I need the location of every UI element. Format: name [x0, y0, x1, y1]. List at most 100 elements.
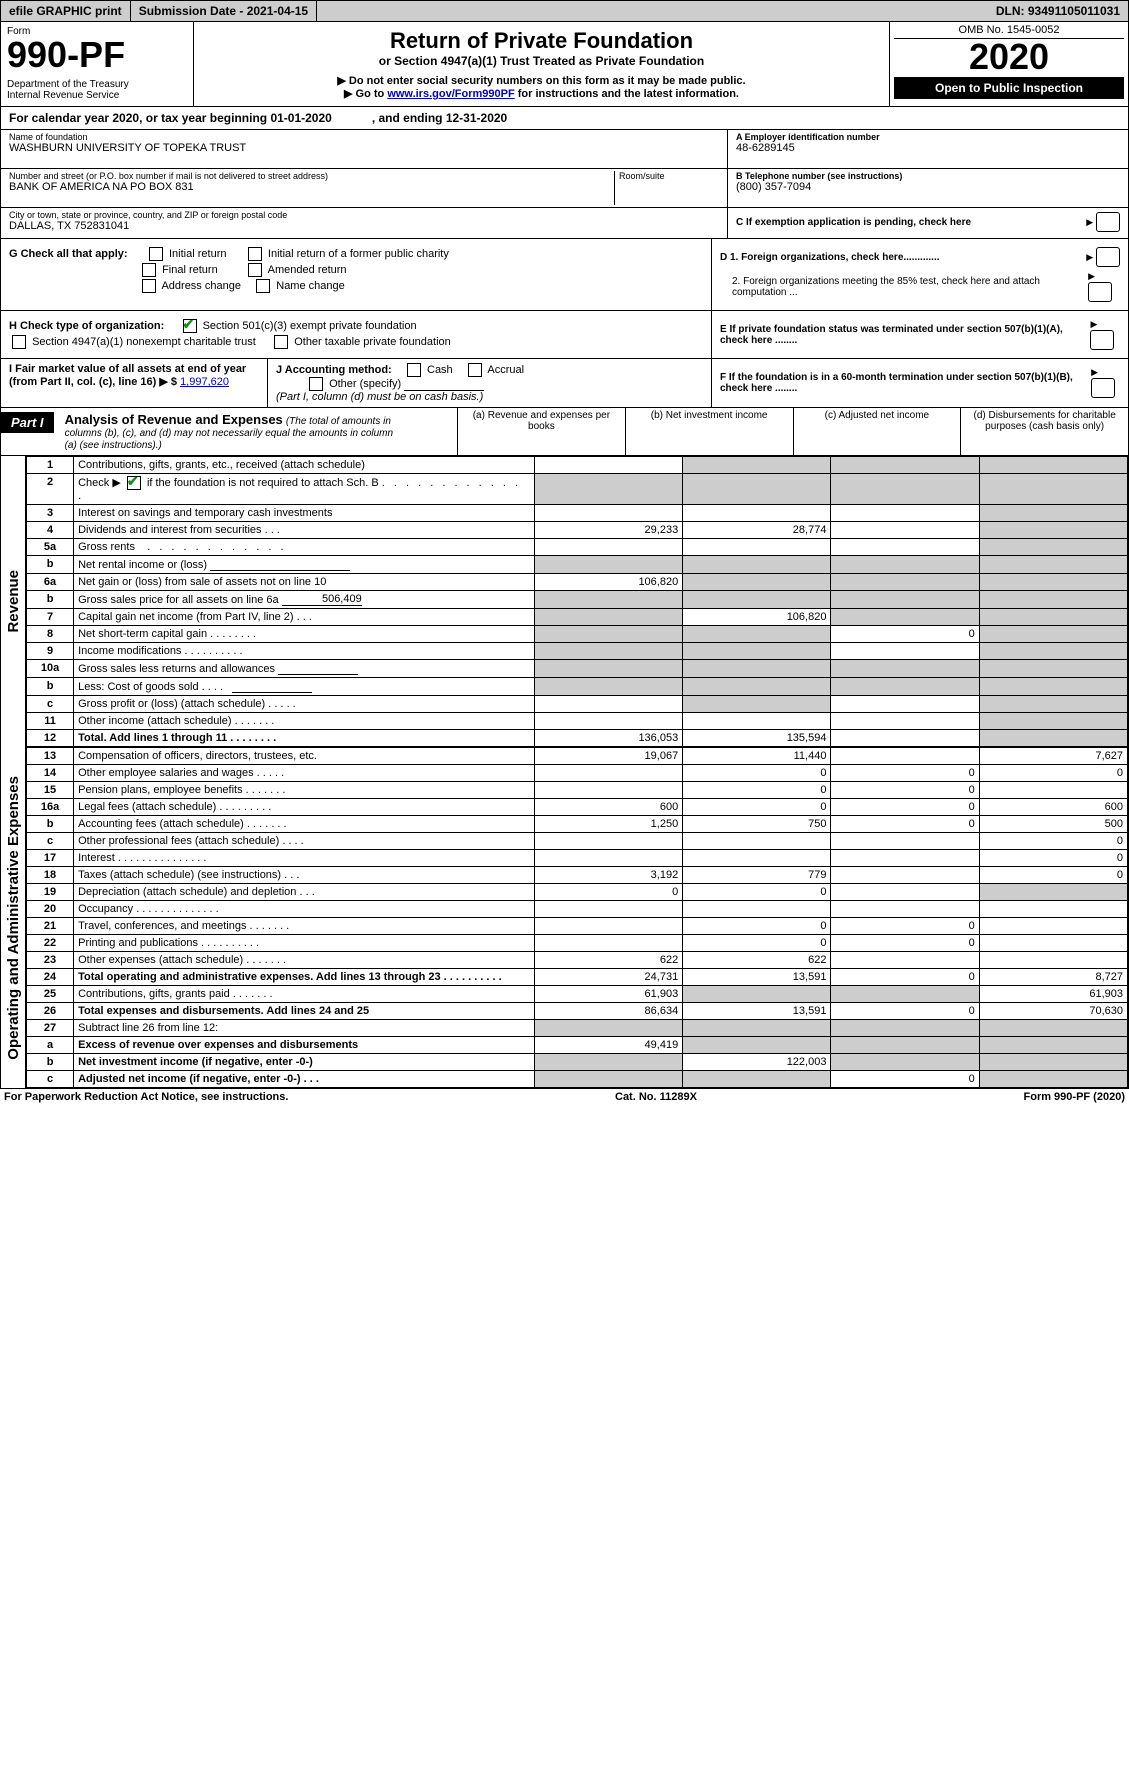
table-row: 2Check ▶ if the foundation is not requir… [27, 474, 1128, 505]
j-block: J Accounting method: Cash Accrual Other … [268, 359, 711, 407]
r10b-text: Less: Cost of goods sold . . . . [78, 681, 223, 693]
part1-label: Part I [1, 412, 54, 433]
table-row: 16aLegal fees (attach schedule) . . . . … [27, 799, 1128, 816]
g-label: G Check all that apply: [9, 248, 128, 260]
street-address: BANK OF AMERICA NA PO BOX 831 [9, 181, 614, 193]
j-label: J Accounting method: [276, 364, 392, 376]
form-header: Form 990-PF Department of the Treasury I… [0, 22, 1129, 107]
arrow-icon [1091, 367, 1098, 378]
f-checkbox[interactable] [1091, 378, 1115, 398]
table-row: 20Occupancy . . . . . . . . . . . . . . [27, 901, 1128, 918]
table-row: 6aNet gain or (loss) from sale of assets… [27, 574, 1128, 591]
dln: DLN: 93491105011031 [988, 1, 1128, 21]
table-row: 10aGross sales less returns and allowanc… [27, 660, 1128, 678]
e-checkbox[interactable] [1090, 330, 1114, 350]
r10b-field[interactable] [232, 680, 312, 693]
ein-label: A Employer identification number [736, 132, 1120, 142]
city-row: City or town, state or province, country… [1, 208, 727, 239]
col-b-header: (b) Net investment income [625, 408, 793, 455]
accrual-checkbox[interactable] [468, 363, 482, 377]
phone-row: B Telephone number (see instructions) (8… [728, 169, 1128, 208]
table-row: 17Interest . . . . . . . . . . . . . . .… [27, 850, 1128, 867]
table-row: bNet rental income or (loss) [27, 556, 1128, 574]
arrow-icon [1090, 319, 1097, 330]
amended-return-label: Amended return [268, 264, 347, 276]
table-row: 9Income modifications . . . . . . . . . … [27, 643, 1128, 660]
sch-b-checkbox[interactable] [127, 476, 141, 490]
r5b-field[interactable] [210, 558, 350, 571]
form-title-block: Return of Private Foundation or Section … [194, 22, 890, 106]
open-to-public: Open to Public Inspection [894, 77, 1124, 99]
address-change-checkbox[interactable] [142, 279, 156, 293]
calendar-year-line: For calendar year 2020, or tax year begi… [0, 107, 1129, 130]
r12-text: Total. Add lines 1 through 11 . . . . . … [78, 732, 276, 744]
table-row: 14Other employee salaries and wages . . … [27, 765, 1128, 782]
other-taxable-checkbox[interactable] [274, 335, 288, 349]
final-return-checkbox[interactable] [142, 263, 156, 277]
name-change-label: Name change [276, 280, 345, 292]
other-method-checkbox[interactable] [309, 377, 323, 391]
f-check: F If the foundation is in a 60-month ter… [711, 359, 1128, 407]
spacer [317, 1, 988, 21]
tax-year: 2020 [894, 39, 1124, 75]
r2-pre: Check ▶ [78, 477, 121, 489]
initial-former-checkbox[interactable] [248, 247, 262, 261]
table-row: 3Interest on savings and temporary cash … [27, 505, 1128, 522]
table-row: 11Other income (attach schedule) . . . .… [27, 713, 1128, 730]
address-left: Name of foundation WASHBURN UNIVERSITY O… [1, 130, 727, 239]
revenue-table: 1Contributions, gifts, grants, etc., rec… [26, 456, 1128, 747]
street-label: Number and street (or P.O. box number if… [9, 171, 614, 181]
col-d-header: (d) Disbursements for charitable purpose… [960, 408, 1128, 455]
table-row: 8Net short-term capital gain . . . . . .… [27, 626, 1128, 643]
submission-date: Submission Date - 2021-04-15 [131, 1, 317, 21]
accrual-label: Accrual [487, 364, 524, 376]
fair-market-value-link[interactable]: 1,997,620 [180, 376, 229, 388]
table-row: cGross profit or (loss) (attach schedule… [27, 696, 1128, 713]
phone: (800) 357-7094 [736, 181, 1120, 193]
table-row: cAdjusted net income (if negative, enter… [27, 1071, 1128, 1088]
e-label: E If private foundation status was termi… [720, 324, 1090, 346]
table-row: 21Travel, conferences, and meetings . . … [27, 918, 1128, 935]
col-a-header: (a) Revenue and expenses per books [457, 408, 625, 455]
arrow-icon [1086, 252, 1093, 263]
d-checks: D 1. Foreign organizations, check here..… [711, 239, 1128, 310]
expenses-section: Operating and Administrative Expenses 13… [0, 747, 1129, 1089]
r27a-text: Excess of revenue over expenses and disb… [78, 1039, 358, 1051]
name-change-checkbox[interactable] [256, 279, 270, 293]
amended-return-checkbox[interactable] [248, 263, 262, 277]
form-number: 990-PF [7, 37, 187, 73]
initial-return-checkbox[interactable] [149, 247, 163, 261]
efile-print-button[interactable]: efile GRAPHIC print [1, 1, 131, 21]
r5b-text: Net rental income or (loss) [78, 559, 207, 571]
table-row: 27Subtract line 26 from line 12: [27, 1020, 1128, 1037]
d1-label: D 1. Foreign organizations, check here..… [720, 252, 940, 263]
table-row: 26Total expenses and disbursements. Add … [27, 1003, 1128, 1020]
other-specify-field[interactable] [404, 378, 484, 391]
4947-checkbox[interactable] [12, 335, 26, 349]
table-row: 13Compensation of officers, directors, t… [27, 748, 1128, 765]
table-row: bNet investment income (if negative, ent… [27, 1054, 1128, 1071]
d1-checkbox[interactable] [1096, 247, 1120, 267]
city-label: City or town, state or province, country… [9, 210, 719, 220]
street-row: Number and street (or P.O. box number if… [1, 169, 727, 208]
initial-return-label: Initial return [169, 248, 226, 260]
table-row: 23Other expenses (attach schedule) . . .… [27, 952, 1128, 969]
r10a-field[interactable] [278, 662, 358, 675]
form-note-2: ▶ Go to www.irs.gov/Form990PF for instru… [200, 87, 883, 100]
arrow-icon [1086, 217, 1093, 228]
d2-checkbox[interactable] [1088, 282, 1112, 302]
i-block: I Fair market value of all assets at end… [1, 359, 268, 407]
form-note-1: ▶ Do not enter social security numbers o… [200, 74, 883, 87]
h-checks: H Check type of organization: Section 50… [1, 311, 711, 358]
cash-checkbox[interactable] [407, 363, 421, 377]
form990pf-link[interactable]: www.irs.gov/Form990PF [387, 88, 514, 100]
note2-post: for instructions and the latest informat… [515, 88, 739, 100]
table-row: 24Total operating and administrative exp… [27, 969, 1128, 986]
501c3-checkbox[interactable] [183, 319, 197, 333]
part1-title-cell: Part I Analysis of Revenue and Expenses … [1, 408, 457, 455]
other-taxable-label: Other taxable private foundation [294, 336, 451, 348]
c-checkbox[interactable] [1096, 212, 1120, 232]
table-row: 19Depreciation (attach schedule) and dep… [27, 884, 1128, 901]
table-row: 5aGross rents . . . . . . . . . . . . [27, 539, 1128, 556]
4947-label: Section 4947(a)(1) nonexempt charitable … [32, 336, 256, 348]
